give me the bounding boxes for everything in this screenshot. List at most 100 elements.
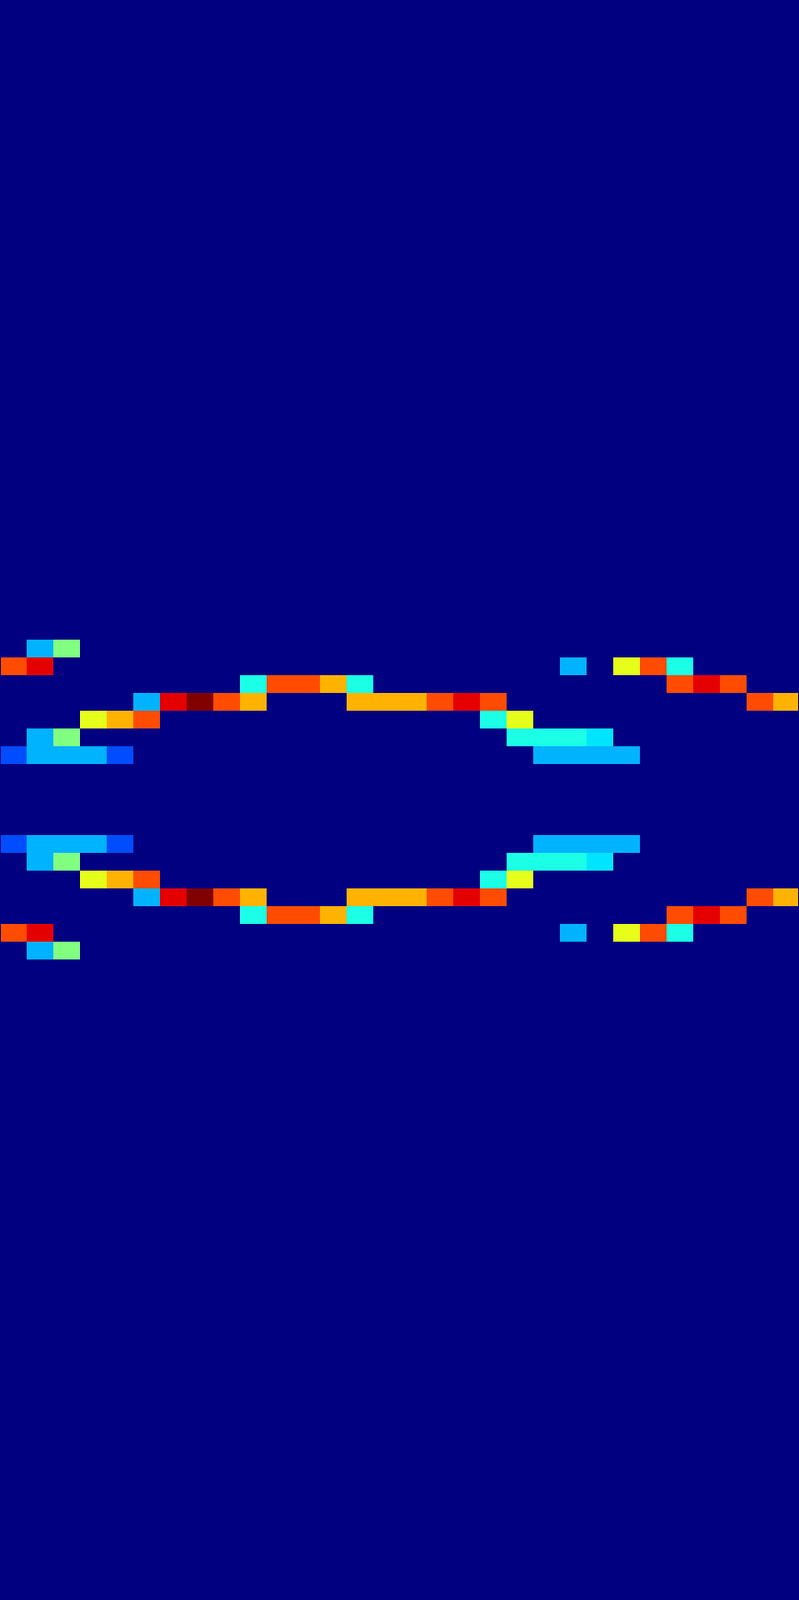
heat-cell	[693, 906, 721, 926]
heat-cell	[746, 799, 775, 819]
heat-cell	[0, 728, 28, 748]
heat-cell	[319, 711, 348, 730]
heat-cell	[639, 728, 668, 748]
heat-cell	[639, 817, 668, 837]
heat-cell	[266, 817, 295, 837]
heat-cell	[453, 622, 481, 641]
heat-cell	[159, 728, 188, 748]
heat-cell	[506, 906, 535, 926]
heat-cell	[613, 942, 641, 961]
heat-cell	[346, 622, 375, 641]
heat-cell	[746, 924, 775, 943]
heat-cell	[586, 977, 615, 1600]
heat-cell	[613, 711, 641, 730]
heat-cell	[106, 639, 135, 659]
heat-cell	[613, 817, 641, 837]
heat-cell	[186, 959, 215, 979]
heat-cell	[773, 942, 799, 961]
heat-cell	[586, 870, 615, 890]
heat-cell	[346, 675, 375, 695]
heat-cell	[533, 924, 561, 943]
heat-cell	[773, 977, 799, 1600]
heat-cell	[186, 693, 215, 712]
heat-cell	[586, 728, 615, 748]
heat-cell	[53, 728, 81, 748]
heat-cell	[0, 764, 28, 784]
heat-cell	[213, 693, 241, 712]
heat-cell	[453, 657, 481, 677]
heat-cell	[506, 799, 535, 819]
heat-cell	[559, 622, 588, 641]
heat-cell	[719, 728, 748, 748]
heat-cell	[773, 746, 799, 766]
heat-cell	[426, 728, 455, 748]
heat-cell	[559, 675, 588, 695]
heat-cell	[586, 853, 615, 872]
heat-cell	[186, 942, 215, 961]
heat-cell	[0, 924, 28, 943]
heat-cell	[213, 906, 241, 926]
heat-cell	[53, 870, 81, 890]
heat-cell	[106, 817, 135, 837]
heat-cell	[26, 906, 55, 926]
heat-cell	[719, 782, 748, 801]
heat-cell	[559, 853, 588, 872]
heat-cell	[239, 693, 268, 712]
heat-cell	[106, 870, 135, 890]
heat-cell	[213, 711, 241, 730]
heat-cell	[399, 746, 428, 766]
heat-cell	[239, 799, 268, 819]
heat-cell	[773, 782, 799, 801]
heat-cell	[26, 817, 55, 837]
heat-cell	[506, 782, 535, 801]
heat-cell	[426, 764, 455, 784]
heat-cell	[159, 764, 188, 784]
heat-cell	[186, 853, 215, 872]
heat-cell	[373, 711, 401, 730]
heat-cell	[639, 888, 668, 908]
heat-cell	[613, 693, 641, 712]
heat-cell	[26, 782, 55, 801]
heat-cell	[426, 835, 455, 855]
heat-cell	[239, 782, 268, 801]
heat-cell	[613, 675, 641, 695]
heat-cell	[186, 782, 215, 801]
heat-cell	[346, 657, 375, 677]
heat-cell	[586, 0, 615, 624]
heat-cell	[479, 764, 508, 784]
heat-cell	[506, 942, 535, 961]
heat-cell	[399, 799, 428, 819]
heat-cell	[346, 942, 375, 961]
heat-cell	[53, 906, 81, 926]
heat-cell	[319, 835, 348, 855]
heat-cell	[613, 870, 641, 890]
heat-cell	[613, 764, 641, 784]
heat-cell	[159, 906, 188, 926]
heat-cell	[666, 746, 695, 766]
heat-cell	[53, 746, 81, 766]
heat-cell	[0, 622, 28, 641]
heat-cell	[266, 746, 295, 766]
heat-cell	[0, 942, 28, 961]
heat-cell	[266, 693, 295, 712]
heat-cell	[53, 853, 81, 872]
heat-cell	[399, 675, 428, 695]
heat-cell	[746, 639, 775, 659]
heat-cell	[559, 977, 588, 1600]
heat-cell	[79, 728, 108, 748]
heat-cell	[239, 622, 268, 641]
heat-cell	[559, 764, 588, 784]
heat-cell	[266, 711, 295, 730]
heat-cell	[133, 728, 161, 748]
heat-cell	[213, 959, 241, 979]
heat-cell	[79, 870, 108, 890]
heat-cell	[479, 711, 508, 730]
heat-cell	[239, 639, 268, 659]
heat-cell	[26, 853, 55, 872]
heat-cell	[533, 888, 561, 908]
heat-cell	[399, 817, 428, 837]
heat-cell	[293, 711, 321, 730]
heat-cell	[79, 888, 108, 908]
heat-cell	[213, 853, 241, 872]
heat-cell	[506, 924, 535, 943]
